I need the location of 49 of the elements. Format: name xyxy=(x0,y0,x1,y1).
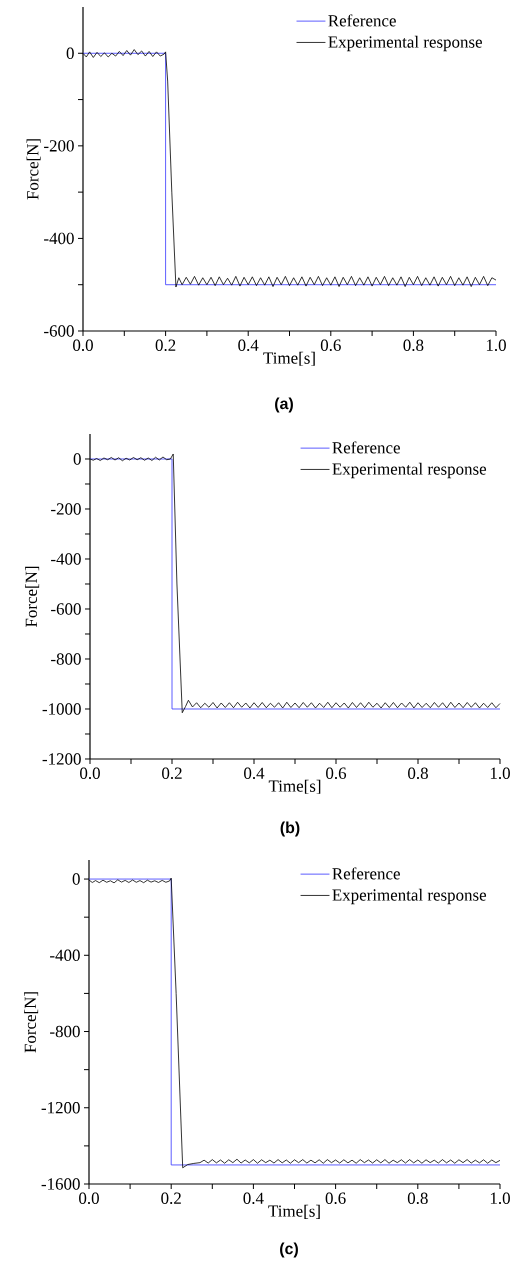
y-axis-title: Force[N] xyxy=(24,992,39,1053)
y-tick-label: -1000 xyxy=(42,703,81,715)
legend-label: Reference xyxy=(332,441,400,454)
x-tick-label: 0.6 xyxy=(326,767,347,780)
y-tick-label: -1600 xyxy=(41,1178,80,1190)
x-tick-label: 0.4 xyxy=(238,339,259,352)
x-tick-label: 1.0 xyxy=(490,1192,510,1205)
y-tick-label: -200 xyxy=(44,140,74,152)
x-tick-label: 0.2 xyxy=(162,767,182,780)
y-tick-label: -200 xyxy=(51,503,81,515)
legend-label: Reference xyxy=(332,867,400,880)
x-tick-label: 0.0 xyxy=(79,1192,99,1205)
x-tick-label: 0.0 xyxy=(80,767,100,780)
x-tick-label: 0.4 xyxy=(244,767,265,780)
text: (b) xyxy=(280,821,300,837)
x-tick-label: 1.0 xyxy=(490,767,510,780)
y-axis-title: Force[N] xyxy=(25,566,40,628)
y-tick-label: -400 xyxy=(50,949,80,962)
y-tick-label: -400 xyxy=(51,553,81,565)
text: (c) xyxy=(280,1242,298,1258)
x-tick-label: 0.6 xyxy=(325,1192,346,1205)
y-tick-label: 0 xyxy=(73,453,81,465)
y-tick-label: -1200 xyxy=(42,753,81,765)
x-tick-label: 0.8 xyxy=(403,339,424,352)
legend-label: Experimental response xyxy=(332,462,487,479)
y-tick-label: -600 xyxy=(51,603,81,615)
x-axis-title: Time[s] xyxy=(268,779,321,794)
y-tick-label: -800 xyxy=(50,1025,80,1038)
x-tick-label: 0.0 xyxy=(73,339,93,352)
x-tick-label: 0.8 xyxy=(408,767,428,780)
y-tick-label: 0 xyxy=(66,47,74,59)
x-tick-label: 1.0 xyxy=(486,339,506,352)
x-tick-label: 0.6 xyxy=(320,339,341,352)
x-axis-title: Time[s] xyxy=(268,1204,320,1219)
legend-label: Experimental response xyxy=(332,888,487,905)
text: (a) xyxy=(275,397,293,413)
legend-label: Reference xyxy=(328,14,396,27)
y-tick-label: -1200 xyxy=(41,1102,80,1114)
y-tick-label: 0 xyxy=(72,873,80,885)
x-tick-label: 0.8 xyxy=(407,1192,428,1205)
x-axis-title: Time[s] xyxy=(263,351,315,366)
y-tick-label: -800 xyxy=(51,653,81,665)
y-tick-label: -600 xyxy=(44,325,74,337)
x-tick-label: 0.2 xyxy=(155,339,176,352)
x-tick-label: 0.4 xyxy=(243,1192,264,1205)
y-tick-label: -400 xyxy=(44,232,74,245)
y-axis-title: Force[N] xyxy=(26,139,41,200)
x-tick-label: 0.2 xyxy=(161,1192,181,1205)
legend-label: Experimental response xyxy=(328,35,482,52)
